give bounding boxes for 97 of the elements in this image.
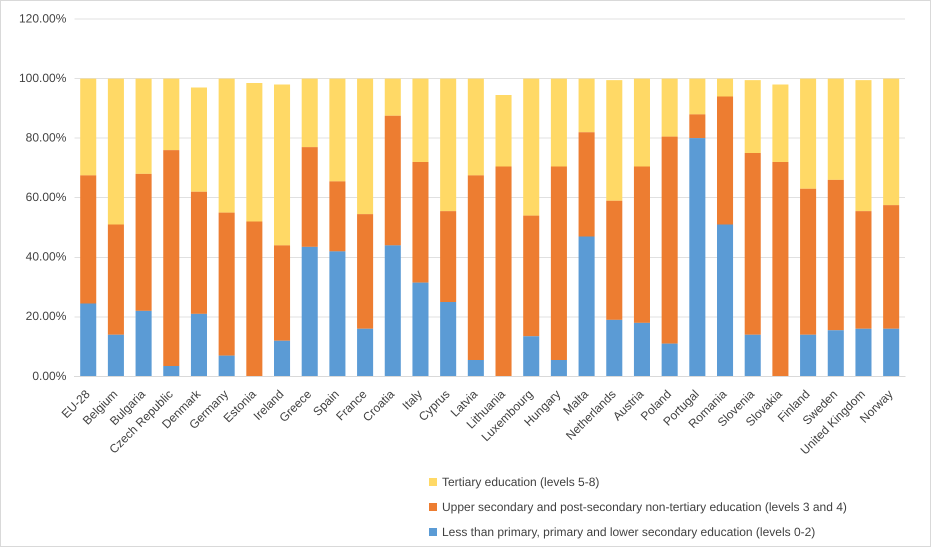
bar <box>108 78 124 225</box>
bar <box>190 88 207 192</box>
bar <box>606 200 622 320</box>
bar <box>218 212 235 356</box>
bar <box>634 78 650 166</box>
bar <box>883 205 900 329</box>
bar <box>662 78 678 137</box>
bar <box>80 78 96 176</box>
bar <box>468 78 484 176</box>
bar <box>440 78 456 212</box>
bar <box>163 78 180 150</box>
bar <box>662 136 678 344</box>
bar <box>744 334 761 376</box>
bar <box>717 96 734 225</box>
bar <box>190 192 207 314</box>
bar <box>274 84 290 246</box>
bar <box>108 334 124 376</box>
y-tick-label: 40.00% <box>26 250 67 264</box>
bar <box>412 282 428 376</box>
bar <box>800 188 816 335</box>
bar <box>689 78 706 114</box>
bar <box>357 328 374 376</box>
bar <box>440 302 456 376</box>
bar <box>412 162 428 283</box>
bar <box>883 78 900 206</box>
bar <box>302 147 318 247</box>
bar <box>800 334 816 376</box>
bar <box>136 174 152 311</box>
bar <box>468 360 484 376</box>
y-tick-label: 80.00% <box>26 130 67 144</box>
bar <box>744 153 761 335</box>
bar <box>80 175 96 304</box>
bar <box>357 214 374 329</box>
bar <box>689 138 706 376</box>
bar <box>772 84 788 162</box>
bar <box>163 366 180 376</box>
bar <box>329 78 346 182</box>
bar <box>274 245 290 341</box>
legend-label: Less than primary, primary and lower secondary education (levels 0-2) <box>442 524 816 538</box>
y-tick-label: 20.00% <box>26 309 67 324</box>
bar <box>550 166 567 360</box>
bar <box>246 83 262 222</box>
bar <box>578 132 595 236</box>
bar <box>384 116 401 246</box>
bar <box>855 80 872 212</box>
bar <box>634 322 650 376</box>
bar <box>550 360 567 376</box>
bar <box>302 246 318 376</box>
bar <box>800 78 816 189</box>
bar <box>606 80 622 201</box>
bar <box>80 303 96 376</box>
y-tick-label: 60.00% <box>26 190 67 204</box>
bar <box>689 114 706 138</box>
bar <box>717 78 734 96</box>
bar <box>772 162 788 376</box>
bar <box>108 224 124 335</box>
bar <box>634 166 650 323</box>
bar <box>855 211 872 329</box>
bar <box>550 78 567 166</box>
bar <box>496 166 512 376</box>
bar <box>412 78 428 162</box>
bar <box>828 330 844 376</box>
bar <box>329 181 346 252</box>
bar <box>357 78 374 214</box>
bar <box>523 336 540 376</box>
bar <box>384 245 401 376</box>
bar <box>302 78 318 148</box>
bar <box>218 356 235 376</box>
bar <box>246 222 262 376</box>
bar <box>440 211 456 302</box>
bar <box>384 78 401 116</box>
bar <box>606 320 622 376</box>
bar <box>218 78 235 213</box>
bar <box>578 236 595 376</box>
bar <box>662 344 678 376</box>
bar <box>329 251 346 376</box>
legend-label: Upper secondary and post-secondary non-tertiary education (levels 3 and 4) <box>442 500 847 514</box>
bar <box>136 310 152 376</box>
y-tick-label: 100.00% <box>19 70 67 85</box>
bar <box>136 78 152 174</box>
bar <box>496 94 512 166</box>
bar <box>163 150 180 366</box>
bar <box>828 78 844 180</box>
y-tick-label: 0.00% <box>32 368 67 383</box>
bar <box>274 340 290 376</box>
bar <box>717 224 734 376</box>
bar <box>190 314 207 376</box>
bar <box>578 78 595 132</box>
y-tick-label: 120.00% <box>19 11 67 26</box>
bar <box>883 328 900 376</box>
bar <box>828 180 844 330</box>
bar <box>855 328 872 376</box>
bar <box>523 78 540 216</box>
bar <box>468 175 484 360</box>
bar <box>744 80 761 154</box>
bar <box>523 216 540 336</box>
legend-label: Tertiary education (levels 5-8) <box>442 474 600 488</box>
